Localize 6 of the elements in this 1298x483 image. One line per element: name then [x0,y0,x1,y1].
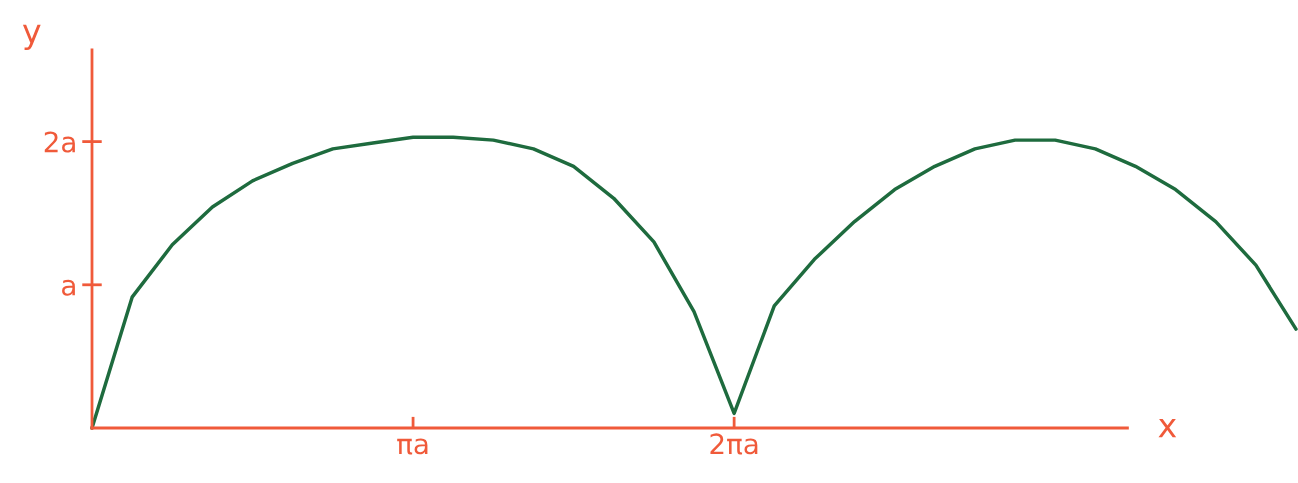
annotation: a [62,279,75,296]
annotation: 2a [44,131,75,153]
x-tick-label: 2πa [710,433,758,455]
y-axis-title: y [22,24,41,50]
x-tick-label: πa [397,438,428,455]
x-axis-title: x [1158,418,1177,438]
